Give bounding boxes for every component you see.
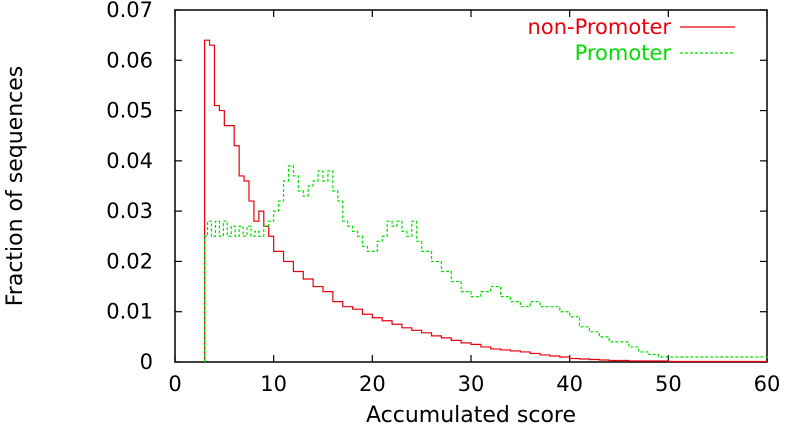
series-line-promoter [204, 165, 768, 362]
y-tick-label: 0.04 [106, 149, 153, 173]
x-axis-label: Accumulated score [366, 403, 576, 428]
y-tick-label: 0.02 [106, 249, 153, 273]
series-line-non-promoter [204, 39, 767, 363]
x-tick-label: 10 [260, 372, 287, 396]
x-axis-ticks: 0 10 20 30 40 50 60 [168, 10, 780, 396]
y-tick-label: 0.01 [106, 300, 153, 324]
y-tick-label: 0.03 [106, 199, 153, 223]
legend-label: Promoter [575, 41, 672, 65]
y-axis-ticks: 0 0.01 0.02 0.03 0.04 0.05 0.06 0.07 [106, 0, 767, 374]
x-tick-label: 50 [655, 372, 682, 396]
x-tick-label: 30 [458, 372, 485, 396]
y-axis-label: Fraction of sequences [3, 66, 28, 307]
y-tick-label: 0.05 [106, 99, 153, 123]
legend-label: non-Promoter [528, 15, 672, 39]
x-tick-label: 60 [754, 372, 781, 396]
y-tick-label: 0 [140, 350, 153, 374]
plot-frame [174, 9, 768, 363]
series-layer [204, 39, 768, 363]
y-tick-label: 0.07 [106, 0, 153, 22]
y-tick-label: 0.06 [106, 48, 153, 72]
x-tick-label: 40 [556, 372, 583, 396]
x-tick-label: 0 [168, 372, 181, 396]
x-tick-label: 20 [359, 372, 386, 396]
